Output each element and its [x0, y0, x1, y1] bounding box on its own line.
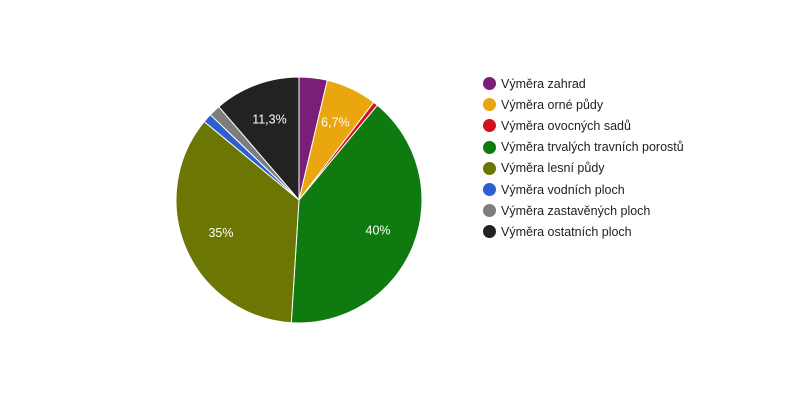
legend-label: Výměra lesní půdy — [501, 161, 605, 176]
legend-swatch-icon — [483, 119, 496, 133]
slice-data-label: 6,7% — [321, 116, 350, 130]
legend-swatch-icon — [483, 183, 496, 197]
legend-swatch-icon — [483, 140, 496, 154]
legend-label: Výměra vodních ploch — [501, 182, 625, 197]
pie-slice — [290, 104, 423, 324]
legend-item: Výměra vodních ploch — [483, 179, 684, 200]
pie-slice — [175, 120, 300, 324]
slice-data-label: 40% — [366, 224, 391, 238]
legend-label: Výměra trvalých travních porostů — [501, 140, 684, 155]
legend-item: Výměra trvalých travních porostů — [483, 137, 684, 158]
slice-data-label: 11,3% — [252, 113, 287, 127]
legend-label: Výměra ostatních ploch — [501, 224, 632, 239]
legend-swatch-icon — [483, 161, 496, 175]
legend-label: Výměra ovocných sadů — [501, 118, 631, 133]
slice-data-label: 35% — [208, 226, 233, 240]
legend-label: Výměra orné půdy — [501, 97, 604, 112]
legend-item: Výměra zastavěných ploch — [483, 200, 684, 221]
legend-label: Výměra zahrad — [501, 76, 586, 91]
legend-item: Výměra zahrad — [483, 73, 684, 94]
legend-item: Výměra ostatních ploch — [483, 221, 684, 242]
legend-label: Výměra zastavěných ploch — [501, 203, 651, 218]
legend-swatch-icon — [483, 204, 496, 218]
legend-swatch-icon — [483, 98, 496, 112]
legend-item: Výměra ovocných sadů — [483, 115, 684, 136]
legend: Výměra zahrad Výměra orné půdy Výměra ovoc… — [483, 73, 684, 243]
pie-slice — [218, 76, 300, 202]
legend-swatch-icon — [483, 225, 496, 239]
legend-swatch-icon — [483, 77, 496, 91]
legend-item: Výměra orné půdy — [483, 94, 684, 115]
legend-item: Výměra lesní půdy — [483, 158, 684, 179]
